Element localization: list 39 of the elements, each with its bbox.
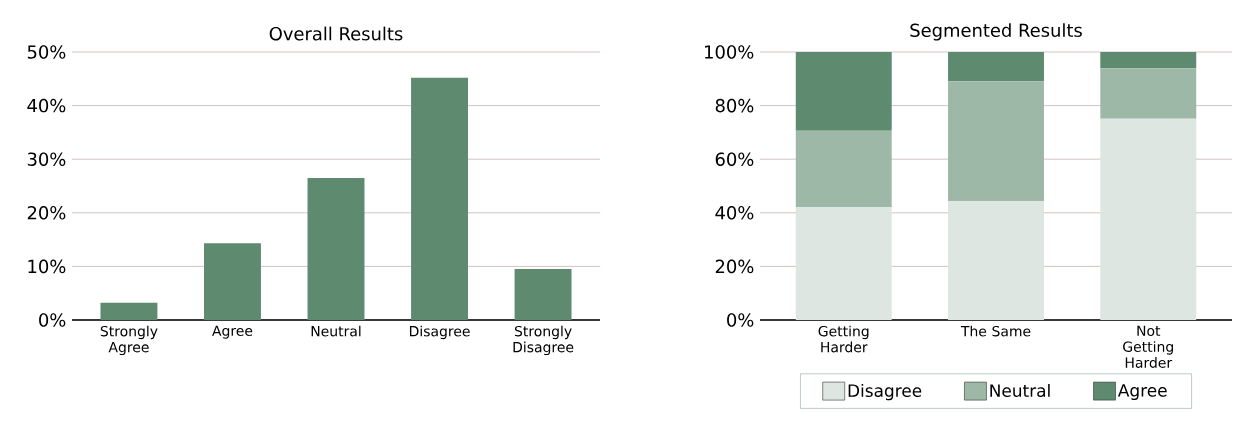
y-tick-label: 100% xyxy=(705,45,754,59)
bar xyxy=(948,52,1044,82)
bar xyxy=(411,77,468,320)
x-tick-label: The Same xyxy=(960,325,1031,337)
bar xyxy=(1100,68,1197,119)
y-tick-label: 50% xyxy=(27,45,66,59)
bar xyxy=(795,52,892,131)
legend-label: Agree xyxy=(1117,384,1167,401)
bar xyxy=(307,177,365,320)
x-tick-label: Disagree xyxy=(409,325,470,340)
y-tick-label: 10% xyxy=(28,259,66,274)
x-tick-label: Strongly Agree xyxy=(100,325,158,356)
bar xyxy=(204,243,261,320)
legend-label: Neutral xyxy=(990,383,1050,398)
y-tick-label: 40% xyxy=(27,98,66,113)
y-tick-label: 20% xyxy=(27,206,66,220)
y-tick-label: 80% xyxy=(715,98,754,113)
bar xyxy=(1100,118,1197,320)
y-tick-label: 0% xyxy=(39,313,66,327)
x-tick-label: Strongly Disagree xyxy=(513,325,574,356)
x-tick-label: Agree xyxy=(212,325,253,339)
bar xyxy=(100,302,158,320)
legend-label: Disagree xyxy=(848,383,922,401)
y-tick-label: 20% xyxy=(715,259,754,274)
bar xyxy=(514,269,572,320)
y-tick-label: 30% xyxy=(27,152,66,166)
bar xyxy=(948,201,1044,320)
y-tick-label: 60% xyxy=(715,152,754,166)
bar xyxy=(795,207,892,320)
y-tick-label: 40% xyxy=(715,206,754,220)
chart-title: Segmented Results xyxy=(910,23,1082,41)
bar xyxy=(1100,52,1197,69)
x-tick-label: Getting Harder xyxy=(818,325,869,353)
y-tick-label: 0% xyxy=(727,313,754,327)
chart-title: Overall Results xyxy=(269,26,403,41)
bar xyxy=(795,130,892,208)
x-tick-label: Neutral xyxy=(311,325,361,337)
bar xyxy=(948,81,1044,202)
x-tick-label: Not Getting Harder xyxy=(1123,325,1173,368)
